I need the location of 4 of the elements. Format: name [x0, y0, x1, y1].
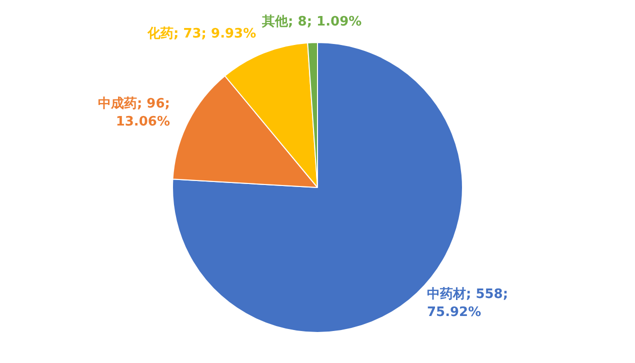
slice-label: 化药; 73; 9.93%	[146, 25, 256, 42]
slice-label: 其他; 8; 1.09%	[261, 14, 362, 30]
slice-label: 中药材; 558; 75.92%	[426, 286, 508, 320]
slice-label: 中成药; 96; 13.06%	[98, 95, 170, 130]
